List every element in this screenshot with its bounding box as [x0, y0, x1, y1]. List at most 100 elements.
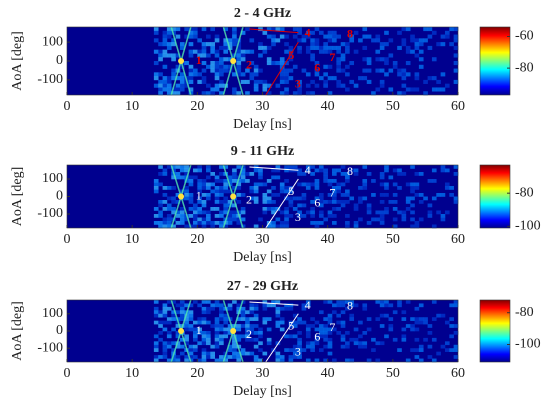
heatmap-cell	[297, 49, 302, 54]
heatmap-cell	[219, 310, 224, 315]
heatmap-cell	[162, 310, 168, 315]
heatmap-cell	[362, 68, 368, 73]
heatmap-cell	[179, 217, 185, 222]
heatmap-cell	[214, 72, 220, 77]
heatmap-cell	[258, 27, 263, 32]
heatmap-cell	[366, 68, 372, 73]
heatmap-cell	[345, 42, 350, 47]
heatmap-cell	[349, 300, 355, 304]
heatmap-cell	[323, 45, 328, 50]
heatmap-cell	[271, 193, 276, 197]
heatmap-cell	[388, 200, 394, 204]
heatmap-cell	[449, 42, 454, 47]
heatmap-cell	[366, 207, 372, 211]
heatmap-cell	[179, 313, 185, 318]
heatmap-cell	[410, 34, 415, 39]
heatmap-cell	[340, 172, 346, 176]
heatmap-cell	[214, 196, 220, 201]
heatmap-cell	[366, 327, 372, 332]
heatmap-cell	[384, 30, 389, 35]
heatmap-cell	[384, 303, 389, 308]
heatmap-cell	[188, 68, 194, 73]
heatmap-cell	[240, 210, 246, 215]
heatmap-cell	[253, 168, 259, 173]
heatmap-cell	[284, 214, 289, 218]
heatmap-cell	[232, 344, 237, 349]
heatmap-cell	[453, 303, 459, 308]
heatmap-cell	[262, 49, 268, 54]
heatmap-cell	[153, 76, 159, 81]
heatmap-cell	[397, 68, 402, 73]
heatmap-cell	[418, 344, 424, 349]
heatmap-cell	[184, 337, 189, 342]
heatmap-cell	[288, 324, 294, 328]
heatmap-cell	[362, 34, 368, 39]
heatmap-cell	[444, 348, 450, 352]
heatmap-cell	[371, 217, 376, 222]
heatmap-cell	[423, 91, 428, 96]
heatmap-cell	[197, 53, 202, 58]
heatmap-cell	[427, 34, 433, 39]
heatmap-cell	[340, 57, 346, 62]
heatmap-cell	[275, 83, 281, 88]
heatmap-cell	[236, 45, 242, 50]
heatmap-cell	[219, 303, 224, 308]
heatmap-cell	[184, 61, 189, 66]
heatmap-cell	[188, 34, 194, 39]
heatmap-cell	[271, 27, 276, 32]
heatmap-cell	[206, 175, 211, 180]
heatmap-cell	[327, 214, 333, 218]
heatmap-cell	[232, 300, 237, 304]
x-tick-label: 60	[451, 99, 465, 114]
heatmap-cell	[279, 68, 285, 73]
heatmap-cell	[314, 358, 320, 363]
heatmap-cell	[223, 327, 229, 332]
heatmap-cell	[201, 217, 207, 222]
heatmap-cell	[358, 186, 363, 190]
heatmap-cell	[206, 320, 211, 325]
heatmap-cell	[214, 303, 220, 308]
heatmap-cell	[166, 42, 172, 47]
heatmap-cell	[392, 207, 398, 211]
heatmap-cell	[232, 72, 237, 77]
heatmap-cell	[410, 327, 415, 332]
heatmap-cell	[305, 210, 311, 215]
heatmap-cell	[223, 358, 229, 363]
heatmap: 1 2 3 45 678	[66, 298, 459, 363]
heatmap-cell	[188, 196, 194, 201]
heatmap-cell	[249, 76, 255, 81]
heatmap-cell	[223, 189, 229, 194]
heatmap-cell	[292, 348, 298, 352]
heatmap-cell	[384, 186, 389, 190]
heatmap-cell	[288, 168, 294, 173]
heatmap-cell	[158, 310, 163, 315]
heatmap-cell	[206, 217, 211, 222]
heatmap-cell	[271, 207, 276, 211]
heatmap-cell	[266, 83, 272, 88]
heatmap-cell	[162, 224, 168, 229]
heatmap-cell	[284, 91, 289, 96]
heatmap-cell	[310, 38, 315, 43]
heatmap-cell	[232, 38, 237, 43]
heatmap-cell	[405, 72, 411, 77]
heatmap-cell	[171, 91, 176, 96]
heatmap-cell	[436, 313, 441, 318]
heatmap-cell	[397, 303, 402, 308]
heatmap-cell	[236, 64, 242, 69]
heatmap-cell	[175, 221, 181, 225]
heatmap-cell	[245, 324, 250, 328]
heatmap-cell	[301, 320, 307, 325]
heatmap-cell	[253, 306, 259, 311]
heatmap-cell	[219, 214, 224, 218]
heatmap-cell	[323, 334, 328, 339]
heatmap-cell	[340, 334, 346, 339]
heatmap-cell	[427, 355, 433, 359]
heatmap-cell	[336, 34, 341, 39]
heatmap-cell	[375, 38, 381, 43]
heatmap-cell	[197, 79, 202, 84]
heatmap-cell	[401, 42, 407, 47]
heatmap-cell	[384, 182, 389, 187]
heatmap-cell	[249, 337, 255, 342]
heatmap-cell	[227, 210, 233, 215]
heatmap-cell	[219, 179, 224, 183]
